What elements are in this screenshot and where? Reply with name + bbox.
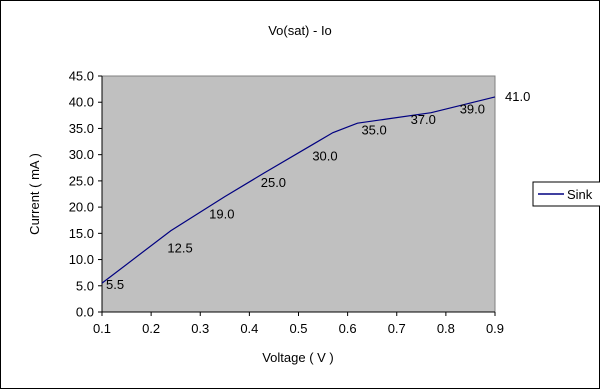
y-tick-label: 0.0 [76, 305, 94, 320]
y-axis: 0.0 5.0 10.0 15.0 20.0 25.0 30.0 35.0 40.0 45.0 [69, 69, 102, 320]
y-tick-label: 40.0 [69, 95, 94, 110]
y-tick-label: 20.0 [69, 200, 94, 215]
data-label: 35.0 [361, 122, 386, 137]
data-label: 30.0 [312, 149, 337, 164]
x-tick-label: 0.8 [437, 321, 455, 336]
legend-label-sink: Sink [567, 187, 593, 202]
y-tick-label: 5.0 [76, 278, 94, 293]
x-tick-label: 0.4 [240, 321, 258, 336]
x-tick-label: 0.1 [93, 321, 111, 336]
data-label: 5.5 [106, 277, 124, 292]
data-label: 19.0 [209, 206, 234, 221]
data-label: 25.0 [261, 175, 286, 190]
x-axis-label: Voltage ( V ) [262, 350, 334, 365]
x-tick-label: 0.6 [339, 321, 357, 336]
x-tick-label: 0.3 [191, 321, 209, 336]
legend: Sink [532, 181, 600, 207]
chart-title: Vo(sat) - Io [268, 23, 332, 38]
data-label: 37.0 [411, 112, 436, 127]
plot-area [101, 75, 496, 313]
y-tick-label: 10.0 [69, 252, 94, 267]
data-label: 39.0 [460, 101, 485, 116]
y-tick-label: 45.0 [69, 69, 94, 84]
series-line-sink [101, 96, 496, 284]
data-label: 12.5 [167, 240, 192, 255]
y-tick-label: 25.0 [69, 173, 94, 188]
x-tick-label: 0.9 [486, 321, 504, 336]
x-tick-label: 0.2 [142, 321, 160, 336]
y-tick-label: 35.0 [69, 121, 94, 136]
y-tick-label: 30.0 [69, 147, 94, 162]
y-axis-label: Current ( mA ) [27, 153, 42, 235]
y-tick-label: 15.0 [69, 226, 94, 241]
x-axis: 0.1 0.2 0.3 0.4 0.5 0.6 0.7 0.8 0.9 [93, 312, 504, 336]
data-label: 41.0 [505, 89, 530, 104]
x-tick-label: 0.7 [388, 321, 406, 336]
x-tick-label: 0.5 [289, 321, 307, 336]
data-labels: 5.5 12.5 19.0 25.0 30.0 35.0 37.0 39.0 41.0 [106, 89, 530, 292]
